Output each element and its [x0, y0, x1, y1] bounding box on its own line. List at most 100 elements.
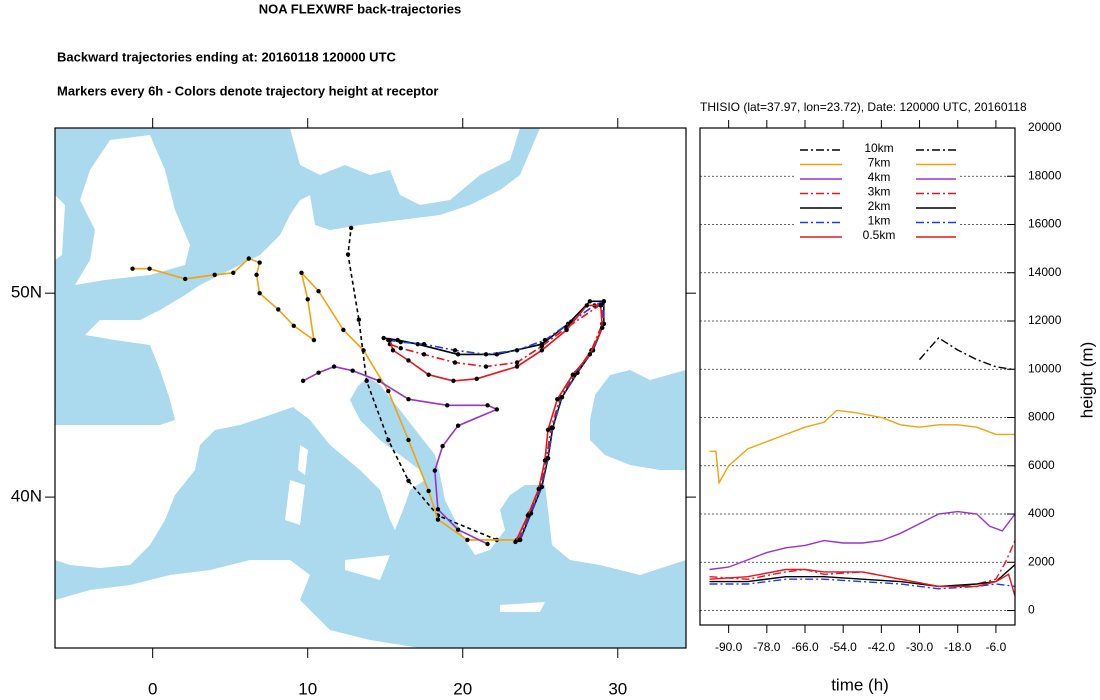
height-line	[709, 578, 1015, 590]
scandinavia	[290, 128, 520, 205]
trajectory-marker	[386, 388, 391, 394]
trajectory-marker	[570, 372, 576, 377]
legend-label: 4km	[868, 170, 891, 184]
trajectory-marker	[435, 517, 441, 522]
y-axis-label: height (m)	[1077, 342, 1096, 419]
trajectory-marker	[130, 266, 135, 271]
trajectory-marker	[406, 478, 411, 483]
height-line	[709, 510, 1015, 571]
trajectory-marker	[539, 341, 545, 347]
legend-label: 0.5km	[863, 228, 896, 242]
x-tick-label: -54.0	[830, 640, 858, 654]
trajectory-marker	[183, 276, 188, 282]
trajectory-marker	[381, 335, 386, 341]
trajectory-marker	[398, 339, 403, 345]
y-tick-label: 18000	[1028, 168, 1062, 182]
ireland	[55, 195, 65, 260]
trajectory-marker	[445, 403, 450, 408]
plot-frame	[699, 127, 1016, 626]
basemap	[55, 128, 686, 648]
trajectory-marker	[451, 378, 456, 384]
trajectory-marker	[426, 488, 431, 494]
trajectory	[389, 301, 604, 541]
y-tick-label: 8000	[1028, 410, 1055, 424]
trajectory-marker	[348, 225, 354, 231]
trajectory-marker	[587, 299, 593, 304]
black-sea	[590, 370, 686, 470]
trajectory-marker	[421, 341, 427, 347]
trajectory-marker	[257, 290, 262, 296]
y-tick-label: 20000	[1028, 120, 1062, 134]
x-tick-label: -42.0	[868, 640, 896, 654]
trajectory-marker	[584, 303, 589, 308]
y-tick-label: 6000	[1028, 458, 1055, 472]
trajectory-marker	[559, 394, 565, 400]
height-line	[709, 568, 1015, 597]
figure-title: NOA FLEXWRF back-trajectories	[259, 1, 462, 16]
trajectory-marker	[474, 376, 479, 382]
trajectory-marker	[465, 537, 470, 543]
note: Markers every 6h - Colors denote traject…	[57, 83, 438, 98]
x-tick-label: 20	[453, 679, 472, 698]
x-tick-label: -78.0	[753, 640, 781, 654]
x-tick-label: 0	[148, 679, 157, 698]
trajectory-marker	[345, 252, 351, 257]
trajectory-marker	[147, 266, 152, 271]
trajectory-marker	[299, 270, 304, 275]
height-line	[709, 409, 1015, 485]
trajectory-marker	[452, 348, 458, 353]
trajectory-marker	[517, 537, 523, 543]
trajectory-marker	[398, 346, 403, 351]
legend-label: 7km	[868, 156, 891, 170]
trajectories	[130, 225, 607, 547]
trajectory-marker	[386, 437, 391, 443]
height-line	[709, 564, 1015, 588]
trajectory-marker	[514, 360, 520, 365]
trajectory-marker	[494, 352, 500, 357]
trajectory-marker	[485, 541, 490, 547]
trajectory-marker	[311, 337, 317, 343]
trajectory-marker	[536, 486, 541, 492]
trajectory-marker	[598, 303, 603, 308]
trajectory-marker	[483, 364, 489, 369]
map-frame	[54, 127, 687, 649]
trajectory-marker	[356, 317, 362, 322]
y-tick-label: 16000	[1028, 217, 1062, 231]
trajectory-marker	[587, 352, 593, 357]
legend-label: 10km	[864, 141, 893, 155]
trajectory-marker	[212, 272, 217, 278]
trajectory-marker	[331, 364, 337, 369]
y-tick-label: 2000	[1028, 554, 1055, 568]
y-tick-label: 0	[1028, 603, 1035, 617]
trajectory-marker	[542, 458, 548, 463]
trajectory-marker	[514, 348, 520, 353]
africa	[55, 560, 420, 648]
y-tick-label: 14000	[1028, 265, 1062, 279]
trajectory-marker	[415, 341, 420, 347]
trajectory-marker	[452, 360, 458, 365]
trajectory-marker	[231, 270, 236, 275]
trajectory-marker	[542, 337, 548, 343]
trajectory-marker	[254, 272, 259, 278]
trajectory-marker	[421, 352, 427, 357]
trajectory-marker	[455, 527, 461, 532]
y-tick-label: 12000	[1028, 313, 1062, 327]
trajectory-marker	[350, 368, 355, 373]
trajectory-marker	[361, 348, 366, 353]
corsica	[298, 445, 308, 475]
x-tick-label: -6.0	[986, 640, 1007, 654]
trajectory-marker	[564, 327, 569, 333]
trajectory-marker	[455, 423, 461, 428]
trajectory-marker	[406, 437, 411, 443]
trajectory-marker	[316, 370, 321, 375]
subtitle: Backward trajectories ending at: 2016011…	[57, 49, 397, 64]
trajectory-marker	[300, 378, 306, 384]
y-tick-label: 40N	[11, 487, 42, 506]
sardinia	[285, 480, 305, 525]
y-tick-label: 4000	[1028, 506, 1055, 520]
trajectory-marker	[376, 378, 382, 384]
trajectory-marker	[555, 397, 560, 402]
trajectory-marker	[341, 327, 346, 333]
x-tick-label: 30	[608, 679, 627, 698]
